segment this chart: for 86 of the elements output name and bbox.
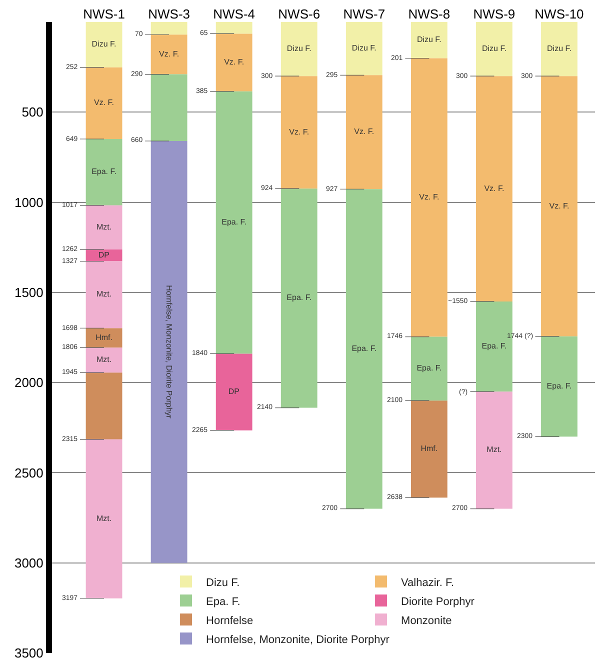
bar <box>476 392 512 509</box>
y-tick-label: 1500 <box>14 284 44 300</box>
bar <box>476 22 512 76</box>
bar <box>216 22 252 34</box>
data-label: Mzt. <box>96 290 112 299</box>
bar <box>346 189 382 509</box>
y-tick-label: 500 <box>22 104 44 120</box>
data-label: Vz. F. <box>94 98 114 108</box>
x-tick-label: NWS-3 <box>148 6 190 22</box>
bar <box>216 34 252 92</box>
data-label: Hmf. <box>420 444 438 454</box>
legend-label: Valhazir. F. <box>401 576 454 589</box>
data-label: Mzt. <box>96 222 112 232</box>
data-label: Epa. F. <box>222 218 247 227</box>
data-label: Dizu F. <box>286 44 312 54</box>
bar <box>86 139 122 206</box>
data-label: Mzt. <box>486 445 502 454</box>
bar <box>216 91 252 354</box>
data-label: Dizu F. <box>352 44 376 53</box>
y-tick-label: 1000 <box>14 194 44 210</box>
data-label: Vz. F. <box>354 127 374 136</box>
bar <box>541 336 578 437</box>
bar <box>150 140 188 563</box>
legend-label: Monzonite <box>401 614 452 627</box>
bar <box>150 22 188 35</box>
bar <box>280 76 318 189</box>
x-tick-label: NWS-8 <box>408 6 450 22</box>
y-tick-label: 3500 <box>14 646 44 661</box>
y-tick-label: 2500 <box>14 465 44 480</box>
data-label: Dizu F. <box>482 44 506 54</box>
bar <box>541 76 578 336</box>
data-label: Mzt. <box>96 355 112 364</box>
bar <box>541 22 578 76</box>
bar <box>410 336 448 401</box>
data-label: DP <box>98 250 110 260</box>
data-label: Hmf. <box>96 332 112 342</box>
data-label: Epa. F. <box>546 382 572 391</box>
bar <box>150 74 188 141</box>
bar <box>86 205 122 250</box>
bar <box>410 22 448 58</box>
data-label: Vz. F. <box>159 49 180 58</box>
bar <box>86 348 122 373</box>
y-tick-label: 2000 <box>14 375 44 390</box>
data-label: Epa. F. <box>482 342 507 351</box>
data-label: Vz. F. <box>419 192 440 202</box>
y-tick-label: 3000 <box>14 555 44 570</box>
bar <box>476 76 512 302</box>
x-tick-label: NWS-4 <box>213 6 256 22</box>
bar <box>86 439 122 598</box>
bar <box>280 188 318 408</box>
bar <box>150 34 188 74</box>
legend-label: Dizu F. <box>206 576 240 589</box>
data-label: Mzt. <box>96 514 112 523</box>
data-label: Epa. F. <box>286 293 312 302</box>
legend-label: Diorite Porphyr <box>401 596 475 608</box>
data-label: Vz. F. <box>289 127 310 136</box>
bar <box>86 67 122 140</box>
data-label: Dizu F. <box>92 40 116 49</box>
bar <box>86 328 122 348</box>
bar <box>346 75 382 190</box>
bar <box>86 372 122 440</box>
legend-label: Hornfelse <box>206 614 254 627</box>
bar <box>346 22 382 76</box>
x-tick-label: NWS-1 <box>83 6 125 22</box>
bar <box>280 22 318 76</box>
x-tick-label: NWS-9 <box>473 6 516 22</box>
legend-label: Hornfelse, Monzonite, Diorite Porphyr <box>206 634 390 646</box>
x-tick-label: NWS-7 <box>343 6 386 22</box>
bar <box>86 22 122 68</box>
data-label: Epa. F. <box>352 344 377 353</box>
data-label: Epa. F. <box>416 364 442 373</box>
data-label: Epa. F. <box>92 167 116 176</box>
data-label: Dizu F. <box>416 35 442 44</box>
data-label: DP <box>228 387 240 396</box>
data-label: Vz. F. <box>224 58 244 67</box>
data-label: Dizu F. <box>547 44 572 54</box>
bar <box>216 354 252 430</box>
bar <box>410 400 448 498</box>
x-tick-label: NWS-10 <box>534 6 584 22</box>
data-label: Vz. F. <box>484 184 504 193</box>
bar <box>86 261 122 328</box>
legend-label: Epa. F. <box>206 596 240 608</box>
x-tick-label: NWS-6 <box>278 6 320 22</box>
data-label: Vz. F. <box>549 201 570 210</box>
bar <box>410 58 448 337</box>
data-label: Hornfelse, Monzonite, Diorite Porphyr <box>164 285 174 419</box>
